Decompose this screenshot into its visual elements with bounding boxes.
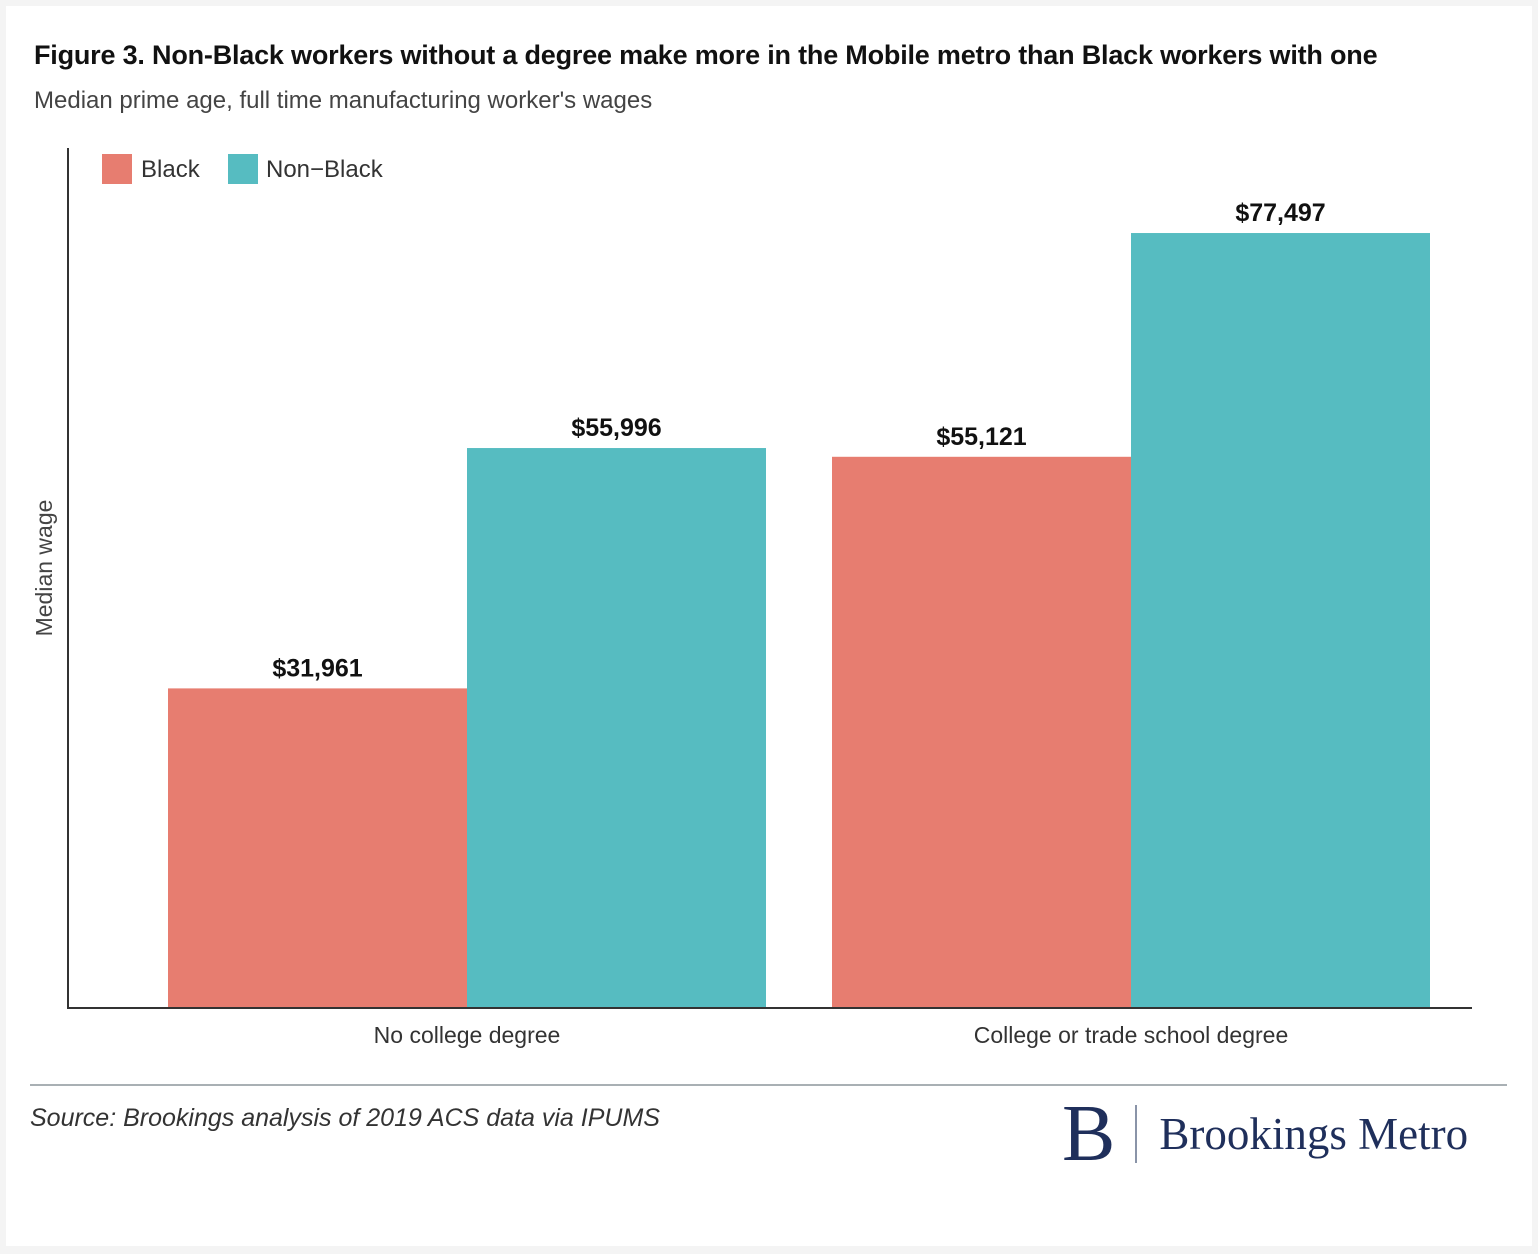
legend-label-black: Black xyxy=(141,156,201,183)
data-label: $55,996 xyxy=(571,414,661,442)
data-label: $31,961 xyxy=(272,654,362,682)
y-axis-title: Median wage xyxy=(31,500,57,637)
bar-nonblack-0 xyxy=(467,448,766,1008)
brookings-logo-mark: B xyxy=(1062,1090,1116,1178)
brookings-logo-text: Brookings Metro xyxy=(1159,1109,1469,1159)
legend-label-nonblack: Non−Black xyxy=(266,156,384,183)
chart-title: Figure 3. Non-Black workers without a de… xyxy=(34,40,1378,70)
data-label: $77,497 xyxy=(1235,199,1325,227)
brookings-logo: B Brookings Metro xyxy=(1062,1090,1512,1178)
bar-black-1 xyxy=(832,456,1131,1008)
source-note: Source: Brookings analysis of 2019 ACS d… xyxy=(30,1104,660,1132)
bar-black-0 xyxy=(168,688,467,1008)
x-tick-label: No college degree xyxy=(374,1022,561,1048)
footer-divider xyxy=(30,1084,1507,1086)
bar-nonblack-1 xyxy=(1131,233,1430,1008)
x-tick-label: College or trade school degree xyxy=(974,1022,1289,1048)
legend-swatch-nonblack xyxy=(228,154,258,184)
chart-subtitle: Median prime age, full time manufacturin… xyxy=(34,87,653,114)
bar-chart: $31,961 $55,121 $55,996 $77,497 No college d… xyxy=(31,148,1472,1048)
logo-separator xyxy=(1135,1105,1138,1163)
legend-swatch-black xyxy=(102,154,132,184)
data-label: $55,121 xyxy=(936,423,1026,451)
